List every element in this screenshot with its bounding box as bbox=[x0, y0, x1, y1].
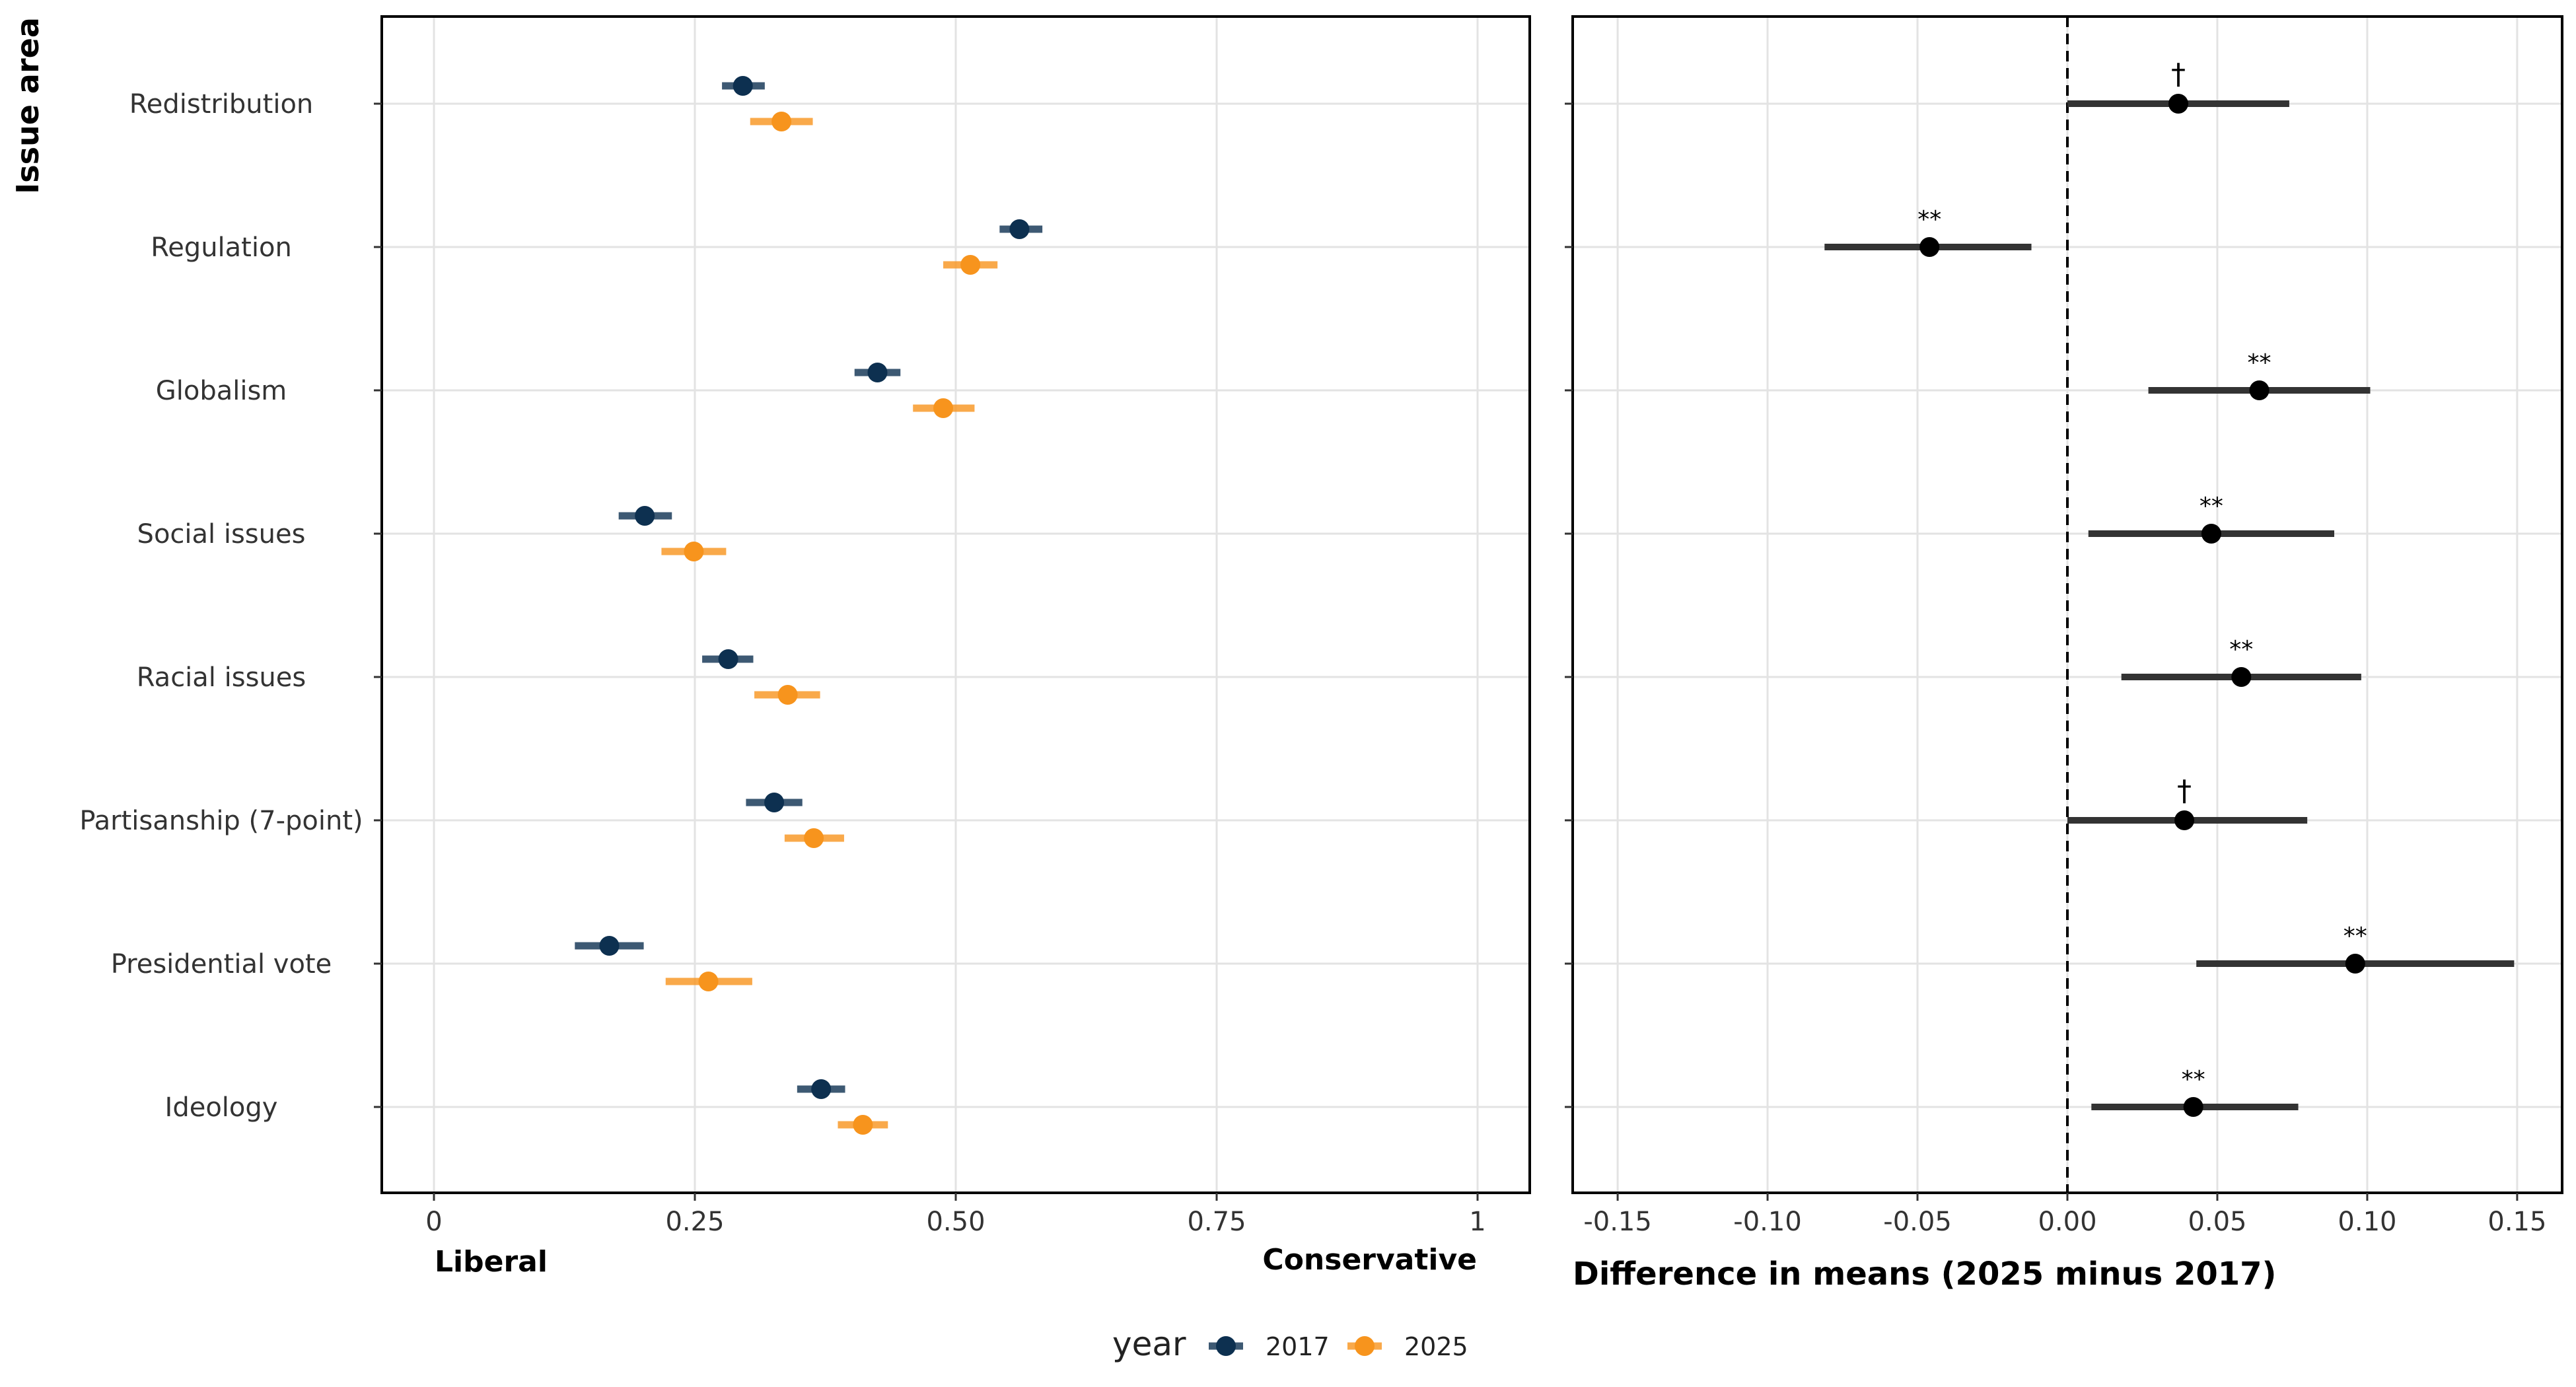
point-presidential-vote-2017 bbox=[599, 936, 620, 956]
significance-label-racial-issues: ** bbox=[2229, 636, 2253, 663]
legend-title: year bbox=[1112, 1325, 1186, 1363]
diff-point-social-issues bbox=[2201, 524, 2221, 544]
x-end-label-conservative: Conservative bbox=[1262, 1243, 1477, 1277]
diff-point-ideology bbox=[2183, 1097, 2203, 1117]
point-ideology-2025 bbox=[853, 1115, 873, 1135]
right-x-tick-labels: -0.15 -0.10 -0.05 0.00 0.05 0.10 0.15 bbox=[1583, 1207, 2546, 1237]
left-x-tick-label-1: 0.25 bbox=[665, 1207, 724, 1237]
left-category-labels: Redistribution Regulation Globalism Social … bbox=[79, 89, 363, 1123]
category-label-globalism: Globalism bbox=[156, 376, 287, 406]
significance-label-partisanship-7-point: † bbox=[2177, 774, 2192, 808]
category-label-ideology: Ideology bbox=[165, 1092, 278, 1123]
right-x-tick-label-6: 0.15 bbox=[2487, 1207, 2546, 1237]
left-x-tick-label-2: 0.50 bbox=[926, 1207, 985, 1237]
left-marks bbox=[575, 76, 1043, 1135]
diff-point-globalism bbox=[2249, 380, 2270, 400]
point-social-issues-2025 bbox=[684, 542, 704, 561]
left-x-tick-label-0: 0 bbox=[425, 1207, 442, 1237]
significance-label-globalism: ** bbox=[2248, 349, 2272, 376]
category-label-social-issues: Social issues bbox=[137, 519, 306, 550]
left-grid bbox=[382, 17, 1530, 1193]
significance-label-ideology: ** bbox=[2182, 1066, 2205, 1093]
diff-point-racial-issues bbox=[2231, 667, 2252, 687]
category-label-presidential-vote: Presidential vote bbox=[111, 949, 332, 979]
legend-key-2025 bbox=[1347, 1336, 1382, 1356]
point-redistribution-2025 bbox=[771, 112, 792, 131]
legend: year 2017 2025 bbox=[1112, 1325, 1468, 1363]
category-label-racial-issues: Racial issues bbox=[137, 662, 306, 693]
category-label-partisanship-7-point: Partisanship (7-point) bbox=[79, 806, 363, 836]
right-x-tick-label-5: 0.10 bbox=[2338, 1207, 2396, 1237]
right-x-tick-label-1: -0.10 bbox=[1733, 1207, 1802, 1237]
left-panel: Redistribution Regulation Globalism Social … bbox=[10, 15, 1531, 1279]
point-regulation-2025 bbox=[960, 255, 981, 275]
diff-point-partisanship-7-point bbox=[2174, 810, 2195, 830]
right-marks: † ** ** ** ** † ** ** bbox=[1824, 57, 2515, 1117]
right-x-tick-label-4: 0.05 bbox=[2188, 1207, 2246, 1237]
point-partisanship-7-point-2025 bbox=[804, 828, 824, 848]
legend-key-2017 bbox=[1209, 1336, 1243, 1356]
left-x-tick-label-4: 1 bbox=[1469, 1207, 1485, 1237]
point-redistribution-2017 bbox=[733, 76, 753, 96]
right-x-axis-title: Difference in means (2025 minus 2017) bbox=[1573, 1256, 2276, 1293]
legend-label-2025: 2025 bbox=[1404, 1332, 1468, 1361]
diff-point-presidential-vote bbox=[2345, 954, 2365, 974]
left-x-tick-labels: 0 0.25 0.50 0.75 1 bbox=[425, 1207, 1485, 1237]
significance-label-redistribution: † bbox=[2171, 57, 2186, 91]
right-x-tick-label-3: 0.00 bbox=[2038, 1207, 2096, 1237]
point-social-issues-2017 bbox=[635, 506, 655, 526]
point-globalism-2017 bbox=[867, 363, 888, 382]
left-ticks bbox=[374, 102, 1479, 1201]
y-axis-title: Issue area bbox=[10, 17, 46, 194]
diff-point-redistribution bbox=[2168, 94, 2188, 114]
point-regulation-2017 bbox=[1009, 219, 1030, 239]
left-x-tick-label-3: 0.75 bbox=[1187, 1207, 1246, 1237]
right-panel: † ** ** ** ** † ** ** -0.15 -0.10 -0.05 0.00 0.05 0.… bbox=[1565, 15, 2563, 1293]
point-racial-issues-2017 bbox=[718, 649, 738, 669]
point-presidential-vote-2025 bbox=[698, 972, 719, 991]
point-racial-issues-2025 bbox=[777, 685, 798, 705]
point-globalism-2025 bbox=[933, 398, 954, 418]
point-partisanship-7-point-2017 bbox=[764, 793, 785, 812]
x-end-label-liberal: Liberal bbox=[435, 1245, 548, 1279]
right-ticks bbox=[1565, 102, 2519, 1201]
diff-point-regulation bbox=[1919, 237, 1940, 257]
right-x-tick-label-2: -0.05 bbox=[1883, 1207, 1952, 1237]
significance-label-regulation: ** bbox=[1917, 206, 1941, 233]
point-ideology-2017 bbox=[811, 1079, 832, 1099]
significance-label-presidential-vote: ** bbox=[2343, 923, 2367, 950]
significance-label-social-issues: ** bbox=[2200, 493, 2223, 520]
category-label-regulation: Regulation bbox=[151, 232, 292, 263]
legend-label-2017: 2017 bbox=[1266, 1332, 1330, 1361]
right-x-tick-label-0: -0.15 bbox=[1583, 1207, 1652, 1237]
category-label-redistribution: Redistribution bbox=[129, 89, 314, 120]
